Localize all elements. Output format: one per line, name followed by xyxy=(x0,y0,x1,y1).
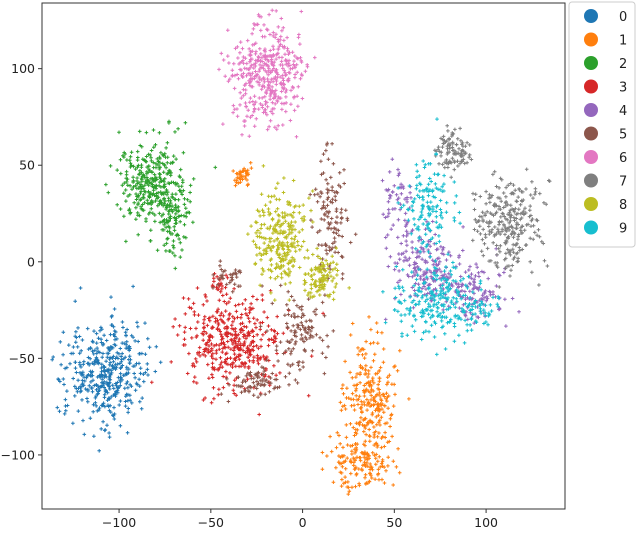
legend-marker-9 xyxy=(584,220,598,235)
y-tick-label: 0 xyxy=(27,254,35,269)
x-tick-label: −50 xyxy=(198,515,224,530)
x-tick-label: 50 xyxy=(386,515,402,530)
series-9-points xyxy=(381,117,501,357)
legend-label-4: 4 xyxy=(619,104,627,119)
series-4-points xyxy=(380,157,521,328)
legend-label-6: 6 xyxy=(619,151,627,166)
y-tick-label: −100 xyxy=(1,447,35,462)
legend-marker-3 xyxy=(584,79,598,94)
legend-marker-7 xyxy=(584,173,598,188)
y-tick-label: 100 xyxy=(11,61,35,76)
plot-area-frame xyxy=(41,2,566,510)
scatter-points xyxy=(50,8,552,496)
series-5-points xyxy=(211,141,358,404)
legend-label-0: 0 xyxy=(619,10,627,25)
legend-label-7: 7 xyxy=(619,175,627,190)
legend-label-2: 2 xyxy=(619,57,627,72)
series-3-points xyxy=(150,272,325,417)
legend-marker-2 xyxy=(584,56,598,70)
legend-marker-0 xyxy=(584,9,598,23)
series-1-points xyxy=(231,161,411,496)
legend-label-5: 5 xyxy=(619,128,627,143)
y-axis: 100 50 0 −50 −100 xyxy=(1,61,42,462)
x-tick-label: 0 xyxy=(299,515,307,530)
series-7-points xyxy=(427,124,552,289)
legend-marker-6 xyxy=(584,150,598,164)
legend-label-3: 3 xyxy=(619,81,627,96)
legend: 0 1 2 3 4 5 6 7 8 9 xyxy=(568,1,636,248)
x-tick-label: −100 xyxy=(102,515,136,530)
legend-marker-1 xyxy=(584,32,598,47)
legend-marker-4 xyxy=(584,103,598,117)
x-axis: −100 −50 0 50 100 xyxy=(102,509,498,530)
series-0-points xyxy=(50,284,163,453)
series-2-points xyxy=(104,119,218,271)
legend-label-8: 8 xyxy=(619,198,627,213)
y-tick-label: −50 xyxy=(9,351,35,366)
series-8-points xyxy=(246,164,351,302)
legend-marker-5 xyxy=(584,126,598,141)
legend-label-1: 1 xyxy=(619,34,627,49)
legend-label-9: 9 xyxy=(619,222,627,237)
x-tick-label: 100 xyxy=(474,515,498,530)
series-6-points xyxy=(217,8,317,139)
y-tick-label: 50 xyxy=(19,158,35,173)
legend-marker-8 xyxy=(584,197,598,211)
